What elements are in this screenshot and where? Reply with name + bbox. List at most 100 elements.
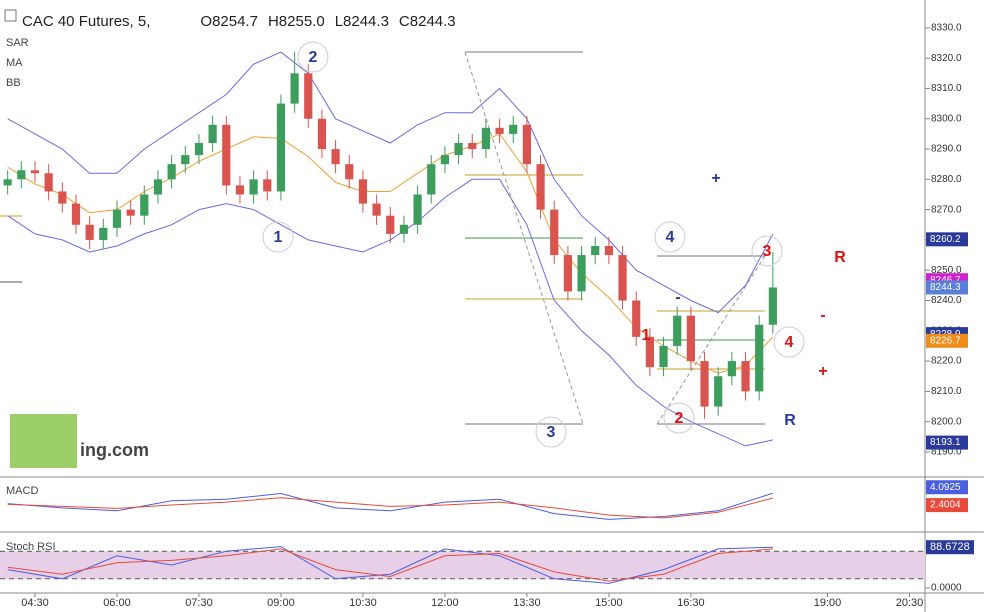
candle-body: [686, 315, 695, 362]
y-tick-label: 8200.0: [931, 416, 962, 427]
price-marker-label: 8226.7: [930, 335, 961, 346]
stoch-marker: [926, 540, 974, 555]
macd-marker: [926, 480, 968, 495]
candle-body: [413, 194, 422, 225]
chart-title: CAC 40 Futures, 5,: [22, 13, 150, 30]
x-tick-label: 16:30: [677, 597, 705, 609]
wave-circle: [773, 326, 805, 358]
candle-body: [112, 209, 122, 228]
candle-body: [454, 142, 463, 156]
wave-circle: [654, 221, 686, 253]
candle-body: [440, 155, 450, 165]
candle-body: [30, 170, 40, 174]
x-tick-label: 15:00: [595, 597, 623, 609]
macd-marker: [926, 498, 968, 513]
candle-body: [44, 173, 53, 192]
watermark: ing.com: [80, 440, 149, 460]
macd-marker-label: 4.0925: [930, 482, 961, 493]
wave-label: +: [711, 170, 720, 187]
y-tick-label: 8220.0: [931, 356, 962, 367]
candle-body: [345, 164, 354, 180]
candle-body: [276, 103, 286, 192]
stoch-band: [0, 551, 925, 579]
logo: [10, 414, 77, 468]
candle-body: [577, 255, 586, 292]
y-tick-label: 8240.0: [931, 295, 962, 306]
collapse-icon[interactable]: [4, 9, 17, 22]
candle-body: [468, 142, 477, 150]
candle-body: [399, 224, 409, 234]
price-marker-label: 8260.2: [930, 234, 961, 245]
y-tick-label: 0.0000: [931, 583, 962, 594]
candle-body: [755, 324, 764, 392]
ohlc-letter: L: [335, 13, 343, 30]
fib-trend: [464, 51, 584, 425]
x-tick-label: 07:30: [185, 597, 213, 609]
candle-body: [632, 300, 641, 337]
wave-label: R: [784, 412, 796, 429]
panel-title: MACD: [6, 485, 38, 497]
y-tick-label: 8280.0: [931, 174, 962, 185]
candle-body: [181, 155, 190, 165]
candle-body: [673, 315, 682, 346]
candle-body: [741, 361, 750, 392]
candle-body: [85, 224, 94, 240]
ohlc-letter: C: [399, 13, 410, 30]
candle-body: [208, 124, 217, 143]
candle-body: [99, 227, 108, 240]
ohlc-value: 8254.7: [212, 13, 258, 30]
wave-circle: [751, 235, 783, 267]
wave-label: 2: [309, 49, 318, 66]
candle-body: [427, 164, 436, 195]
candle-body: [71, 203, 81, 225]
wave-label: -: [675, 289, 680, 306]
wave-label: 1: [642, 327, 651, 344]
price-marker-label: 8244.3: [930, 282, 961, 293]
ohlc-value: 8255.0: [279, 13, 325, 30]
candle-body: [290, 73, 299, 104]
candle-body: [591, 245, 600, 256]
price-marker: [926, 333, 968, 348]
wave-label: R: [834, 249, 846, 266]
candle-body: [358, 179, 368, 204]
x-tick-label: 13:30: [513, 597, 541, 609]
candle-body: [495, 127, 504, 134]
candle-body: [714, 376, 723, 407]
y-tick-label: 8300.0: [931, 113, 962, 124]
indicator-label: MA: [6, 57, 23, 69]
candle-body: [222, 124, 231, 186]
candle-body: [167, 164, 176, 180]
ohlc-letter: O: [200, 13, 212, 30]
candle-body: [153, 179, 163, 195]
wave-label: 4: [666, 229, 675, 246]
wave-label: -: [820, 307, 825, 324]
x-tick-label: 10:30: [349, 597, 377, 609]
macd-signal: [7, 497, 774, 519]
wave-label: 2: [675, 410, 684, 427]
wave-circle: [297, 41, 329, 73]
candle-body: [17, 170, 26, 180]
candle-body: [58, 191, 67, 204]
candle-body: [317, 118, 327, 150]
candle-body: [126, 209, 135, 216]
y-tick-label: 8190.0: [931, 447, 962, 458]
y-tick-label: 8330.0: [931, 23, 962, 34]
indicator-label: BB: [6, 77, 21, 89]
x-tick-label: 19:00: [814, 597, 842, 609]
candle-body: [3, 179, 12, 186]
price-marker: [926, 280, 968, 295]
candle-body: [386, 215, 395, 234]
stoch-d: [7, 548, 773, 582]
price-marker-label: 8246.7: [930, 275, 961, 286]
x-tick-label: 04:30: [21, 597, 49, 609]
price-marker: [926, 435, 968, 450]
candle-body: [194, 142, 204, 156]
ohlc-letter: H: [268, 13, 279, 30]
wave-label: 3: [763, 243, 772, 260]
y-tick-label: 8320.0: [931, 53, 962, 64]
candle-body: [768, 287, 777, 325]
wave-circle: [535, 416, 567, 448]
y-tick-label: 8290.0: [931, 144, 962, 155]
stoch-k: [7, 546, 773, 584]
